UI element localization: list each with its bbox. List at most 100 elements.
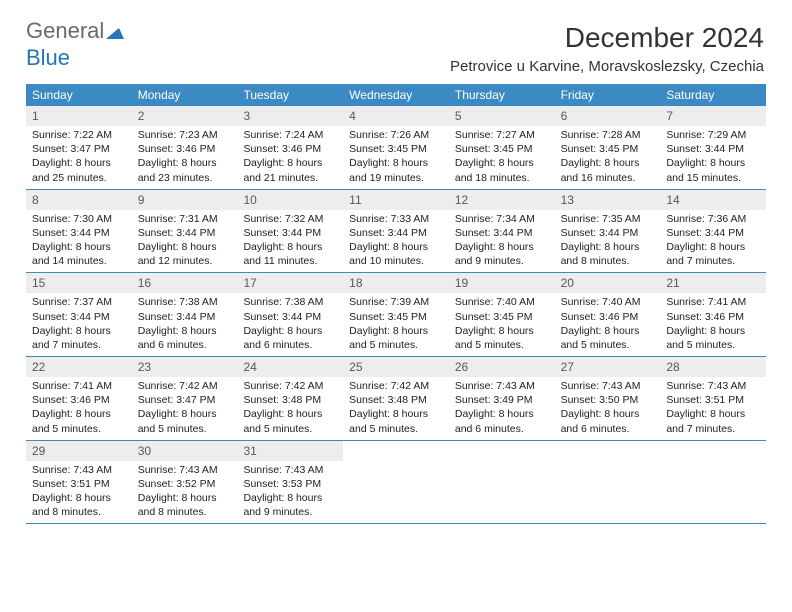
daylight-text: Daylight: 8 hours: [138, 240, 232, 254]
sunrise-text: Sunrise: 7:30 AM: [32, 212, 126, 226]
sunrise-text: Sunrise: 7:24 AM: [243, 128, 337, 142]
day-entries: Sunrise: 7:43 AMSunset: 3:49 PMDaylight:…: [449, 377, 555, 436]
day-entries: Sunrise: 7:43 AMSunset: 3:53 PMDaylight:…: [237, 461, 343, 520]
calendar-day: 3Sunrise: 7:24 AMSunset: 3:46 PMDaylight…: [237, 106, 343, 189]
sunrise-text: Sunrise: 7:26 AM: [349, 128, 443, 142]
daylight-text: and 8 minutes.: [32, 505, 126, 519]
daylight-text: and 8 minutes.: [561, 254, 655, 268]
sunset-text: Sunset: 3:51 PM: [666, 393, 760, 407]
day-entries: Sunrise: 7:43 AMSunset: 3:51 PMDaylight:…: [26, 461, 132, 520]
weekday-header: Monday: [132, 84, 238, 106]
daylight-text: Daylight: 8 hours: [455, 324, 549, 338]
daylight-text: and 7 minutes.: [666, 254, 760, 268]
day-number: 1: [26, 106, 132, 126]
sunset-text: Sunset: 3:44 PM: [349, 226, 443, 240]
day-number: 24: [237, 357, 343, 377]
day-number: 30: [132, 441, 238, 461]
sunset-text: Sunset: 3:45 PM: [349, 310, 443, 324]
day-number: 6: [555, 106, 661, 126]
weekday-header: Saturday: [660, 84, 766, 106]
weekday-header: Tuesday: [237, 84, 343, 106]
weekday-header: Thursday: [449, 84, 555, 106]
day-number: 29: [26, 441, 132, 461]
daylight-text: Daylight: 8 hours: [138, 156, 232, 170]
day-entries: Sunrise: 7:40 AMSunset: 3:45 PMDaylight:…: [449, 293, 555, 352]
sunset-text: Sunset: 3:45 PM: [561, 142, 655, 156]
sunset-text: Sunset: 3:46 PM: [243, 142, 337, 156]
day-entries: Sunrise: 7:42 AMSunset: 3:48 PMDaylight:…: [237, 377, 343, 436]
daylight-text: Daylight: 8 hours: [32, 156, 126, 170]
daylight-text: Daylight: 8 hours: [32, 407, 126, 421]
day-number: 11: [343, 190, 449, 210]
day-number: 26: [449, 357, 555, 377]
calendar-day: 2Sunrise: 7:23 AMSunset: 3:46 PMDaylight…: [132, 106, 238, 189]
day-number: 31: [237, 441, 343, 461]
sunrise-text: Sunrise: 7:36 AM: [666, 212, 760, 226]
sunset-text: Sunset: 3:46 PM: [666, 310, 760, 324]
daylight-text: and 10 minutes.: [349, 254, 443, 268]
day-number: 9: [132, 190, 238, 210]
sunrise-text: Sunrise: 7:40 AM: [561, 295, 655, 309]
calendar-week: 1Sunrise: 7:22 AMSunset: 3:47 PMDaylight…: [26, 106, 766, 190]
daylight-text: Daylight: 8 hours: [666, 156, 760, 170]
sunrise-text: Sunrise: 7:43 AM: [666, 379, 760, 393]
day-number: 21: [660, 273, 766, 293]
day-number: 19: [449, 273, 555, 293]
sunrise-text: Sunrise: 7:34 AM: [455, 212, 549, 226]
sunrise-text: Sunrise: 7:28 AM: [561, 128, 655, 142]
sunrise-text: Sunrise: 7:43 AM: [561, 379, 655, 393]
sunset-text: Sunset: 3:44 PM: [32, 226, 126, 240]
calendar-day: 9Sunrise: 7:31 AMSunset: 3:44 PMDaylight…: [132, 190, 238, 273]
calendar-week: 22Sunrise: 7:41 AMSunset: 3:46 PMDayligh…: [26, 357, 766, 441]
sunset-text: Sunset: 3:44 PM: [32, 310, 126, 324]
calendar-day: 14Sunrise: 7:36 AMSunset: 3:44 PMDayligh…: [660, 190, 766, 273]
calendar-day: 25Sunrise: 7:42 AMSunset: 3:48 PMDayligh…: [343, 357, 449, 440]
calendar-day: 10Sunrise: 7:32 AMSunset: 3:44 PMDayligh…: [237, 190, 343, 273]
daylight-text: Daylight: 8 hours: [666, 407, 760, 421]
calendar-day: [449, 441, 555, 524]
day-number: 28: [660, 357, 766, 377]
day-number: 7: [660, 106, 766, 126]
daylight-text: and 15 minutes.: [666, 171, 760, 185]
daylight-text: Daylight: 8 hours: [243, 491, 337, 505]
day-entries: Sunrise: 7:38 AMSunset: 3:44 PMDaylight:…: [132, 293, 238, 352]
daylight-text: and 7 minutes.: [32, 338, 126, 352]
calendar-day: [555, 441, 661, 524]
daylight-text: Daylight: 8 hours: [138, 324, 232, 338]
sunset-text: Sunset: 3:44 PM: [243, 226, 337, 240]
sunrise-text: Sunrise: 7:42 AM: [243, 379, 337, 393]
calendar-day: 5Sunrise: 7:27 AMSunset: 3:45 PMDaylight…: [449, 106, 555, 189]
daylight-text: and 23 minutes.: [138, 171, 232, 185]
calendar-day: 15Sunrise: 7:37 AMSunset: 3:44 PMDayligh…: [26, 273, 132, 356]
daylight-text: and 21 minutes.: [243, 171, 337, 185]
sunrise-text: Sunrise: 7:33 AM: [349, 212, 443, 226]
day-number: 10: [237, 190, 343, 210]
day-number: 27: [555, 357, 661, 377]
logo-triangle-icon: [106, 19, 124, 45]
sunset-text: Sunset: 3:48 PM: [349, 393, 443, 407]
day-entries: Sunrise: 7:34 AMSunset: 3:44 PMDaylight:…: [449, 210, 555, 269]
daylight-text: Daylight: 8 hours: [561, 156, 655, 170]
day-entries: Sunrise: 7:32 AMSunset: 3:44 PMDaylight:…: [237, 210, 343, 269]
calendar-week: 29Sunrise: 7:43 AMSunset: 3:51 PMDayligh…: [26, 441, 766, 525]
sunset-text: Sunset: 3:49 PM: [455, 393, 549, 407]
day-number: 22: [26, 357, 132, 377]
calendar-day: 29Sunrise: 7:43 AMSunset: 3:51 PMDayligh…: [26, 441, 132, 524]
sunset-text: Sunset: 3:44 PM: [455, 226, 549, 240]
calendar-day: 4Sunrise: 7:26 AMSunset: 3:45 PMDaylight…: [343, 106, 449, 189]
daylight-text: and 11 minutes.: [243, 254, 337, 268]
calendar-day: 19Sunrise: 7:40 AMSunset: 3:45 PMDayligh…: [449, 273, 555, 356]
day-entries: Sunrise: 7:28 AMSunset: 3:45 PMDaylight:…: [555, 126, 661, 185]
sunrise-text: Sunrise: 7:43 AM: [138, 463, 232, 477]
daylight-text: and 18 minutes.: [455, 171, 549, 185]
calendar-day: [660, 441, 766, 524]
day-entries: Sunrise: 7:42 AMSunset: 3:47 PMDaylight:…: [132, 377, 238, 436]
daylight-text: and 5 minutes.: [243, 422, 337, 436]
daylight-text: Daylight: 8 hours: [455, 156, 549, 170]
calendar-week: 15Sunrise: 7:37 AMSunset: 3:44 PMDayligh…: [26, 273, 766, 357]
daylight-text: and 5 minutes.: [138, 422, 232, 436]
day-entries: Sunrise: 7:42 AMSunset: 3:48 PMDaylight:…: [343, 377, 449, 436]
calendar-day: 12Sunrise: 7:34 AMSunset: 3:44 PMDayligh…: [449, 190, 555, 273]
sunrise-text: Sunrise: 7:27 AM: [455, 128, 549, 142]
sunset-text: Sunset: 3:44 PM: [561, 226, 655, 240]
